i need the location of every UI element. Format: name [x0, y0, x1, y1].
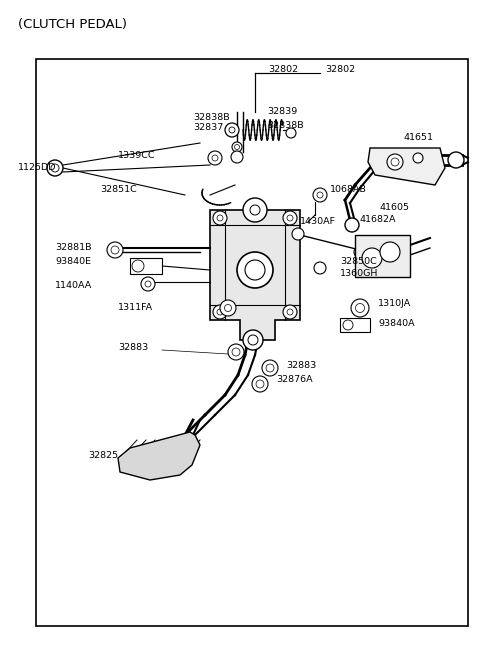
Text: 93840E: 93840E: [55, 258, 91, 266]
Circle shape: [220, 300, 236, 316]
Circle shape: [354, 246, 366, 258]
Circle shape: [243, 330, 263, 350]
Text: 32850C: 32850C: [340, 258, 377, 266]
Circle shape: [217, 215, 223, 221]
Circle shape: [231, 151, 243, 163]
Circle shape: [313, 188, 327, 202]
Circle shape: [283, 305, 297, 319]
Text: 1140AA: 1140AA: [55, 281, 92, 289]
Circle shape: [228, 344, 244, 360]
Circle shape: [132, 260, 144, 272]
Text: 32838B: 32838B: [267, 121, 304, 131]
Circle shape: [413, 153, 423, 163]
Circle shape: [141, 277, 155, 291]
Circle shape: [266, 364, 274, 372]
Circle shape: [225, 304, 231, 312]
Text: 1310JA: 1310JA: [378, 298, 411, 308]
Text: 32883: 32883: [286, 361, 316, 369]
Text: 93840A: 93840A: [378, 319, 415, 327]
Circle shape: [448, 152, 464, 168]
Bar: [355, 235, 410, 277]
Text: 32851C: 32851C: [100, 186, 137, 194]
Circle shape: [286, 128, 296, 138]
Circle shape: [314, 262, 326, 274]
Circle shape: [387, 154, 403, 170]
Circle shape: [107, 242, 123, 258]
Text: 1360GH: 1360GH: [340, 268, 378, 277]
Text: 41605: 41605: [380, 203, 410, 211]
Text: 32825: 32825: [88, 451, 118, 459]
Circle shape: [391, 158, 399, 166]
Circle shape: [345, 218, 359, 232]
Circle shape: [380, 242, 400, 262]
Circle shape: [287, 215, 293, 221]
Circle shape: [229, 127, 235, 133]
Text: 32883: 32883: [118, 344, 148, 352]
Text: 1311FA: 1311FA: [118, 304, 153, 312]
Circle shape: [217, 309, 223, 315]
Text: 1068AB: 1068AB: [330, 186, 367, 194]
Text: 32802: 32802: [325, 66, 355, 75]
Circle shape: [356, 304, 364, 312]
Circle shape: [145, 281, 151, 287]
Circle shape: [225, 123, 239, 137]
Text: 1339CC: 1339CC: [118, 150, 156, 159]
Bar: [340, 318, 370, 332]
Circle shape: [250, 205, 260, 215]
Text: 32839: 32839: [267, 108, 297, 117]
Circle shape: [262, 360, 278, 376]
Text: (CLUTCH PEDAL): (CLUTCH PEDAL): [18, 18, 127, 31]
Circle shape: [232, 348, 240, 356]
Polygon shape: [118, 432, 200, 480]
Circle shape: [232, 142, 242, 152]
Bar: [130, 258, 162, 274]
Circle shape: [351, 299, 369, 317]
Circle shape: [235, 144, 240, 150]
Circle shape: [317, 192, 323, 198]
Circle shape: [362, 248, 382, 268]
Text: 32838B: 32838B: [193, 112, 229, 121]
Circle shape: [283, 211, 297, 225]
Circle shape: [47, 160, 63, 176]
Text: 32802: 32802: [268, 66, 298, 75]
Polygon shape: [368, 148, 445, 185]
Circle shape: [237, 252, 273, 288]
Circle shape: [243, 198, 267, 222]
Circle shape: [213, 211, 227, 225]
Circle shape: [111, 246, 119, 254]
Circle shape: [212, 155, 218, 161]
Circle shape: [248, 335, 258, 345]
Text: 32876A: 32876A: [276, 375, 312, 384]
Circle shape: [245, 260, 265, 280]
Circle shape: [213, 305, 227, 319]
Text: 41682A: 41682A: [360, 216, 396, 224]
Polygon shape: [210, 210, 300, 340]
Text: 1125DD: 1125DD: [18, 163, 57, 173]
Text: 32837: 32837: [193, 123, 223, 131]
Text: 32881B: 32881B: [55, 243, 92, 253]
Circle shape: [292, 228, 304, 240]
Circle shape: [252, 376, 268, 392]
Text: 41651: 41651: [403, 134, 433, 142]
Circle shape: [287, 309, 293, 315]
Circle shape: [51, 164, 59, 172]
Circle shape: [208, 151, 222, 165]
Circle shape: [343, 320, 353, 330]
Circle shape: [256, 380, 264, 388]
Bar: [36, 59, 468, 626]
Text: 1430AF: 1430AF: [300, 218, 336, 226]
